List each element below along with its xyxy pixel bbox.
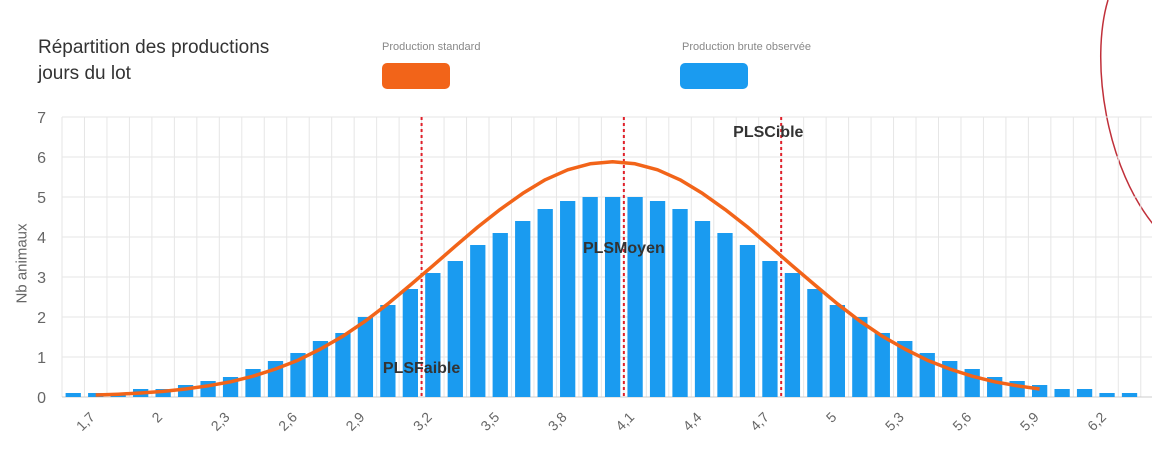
x-tick-label: 3,8 <box>545 409 570 434</box>
bar[interactable] <box>290 353 306 397</box>
bar[interactable] <box>717 233 733 397</box>
y-tick-label: 4 <box>37 230 46 247</box>
x-tick-label: 3,5 <box>477 409 502 434</box>
chart-title-line-1: Répartition des productions <box>38 37 270 58</box>
x-tick-label: 4,1 <box>612 409 637 434</box>
bar[interactable] <box>380 305 396 397</box>
bar[interactable] <box>537 209 553 397</box>
bar[interactable] <box>807 289 823 397</box>
legend-swatch-observed[interactable] <box>680 63 748 89</box>
x-tick-label: 4,4 <box>680 409 705 434</box>
x-tick-label: 5,9 <box>1017 409 1042 434</box>
bar[interactable] <box>335 333 351 397</box>
y-tick-label: 2 <box>37 310 46 327</box>
series-line-standard[interactable] <box>95 160 1040 397</box>
bar[interactable] <box>784 273 801 397</box>
decorative-circle-arc <box>1100 0 1152 224</box>
bar[interactable] <box>852 317 868 397</box>
x-tick-label: 2 <box>148 409 165 426</box>
legend-label-standard[interactable]: Production standard <box>382 41 481 53</box>
bar[interactable] <box>492 233 508 397</box>
bar[interactable] <box>1054 389 1070 397</box>
bar[interactable] <box>515 221 531 397</box>
bar[interactable] <box>694 221 711 397</box>
x-tick-label: 5 <box>823 409 840 426</box>
x-tick-label: 3,2 <box>410 409 435 434</box>
bar[interactable] <box>829 305 846 397</box>
legend-label-observed[interactable]: Production brute observée <box>682 41 812 53</box>
bar[interactable] <box>672 209 688 397</box>
bar[interactable] <box>1076 389 1093 397</box>
bar[interactable] <box>357 317 374 397</box>
bar[interactable] <box>312 341 329 397</box>
y-tick-label: 0 <box>37 390 46 407</box>
y-tick-label: 5 <box>37 190 46 207</box>
bar[interactable] <box>604 197 621 397</box>
legend-swatch-standard[interactable] <box>382 63 450 89</box>
bar[interactable] <box>919 353 935 397</box>
bar[interactable] <box>65 393 81 397</box>
bar[interactable] <box>447 261 463 397</box>
bar[interactable] <box>627 197 643 397</box>
x-tick-label: 6,2 <box>1084 409 1109 434</box>
bar[interactable] <box>425 273 441 397</box>
bar[interactable] <box>649 201 666 397</box>
bar[interactable] <box>762 261 778 397</box>
y-tick-label: 1 <box>37 350 46 367</box>
bar[interactable] <box>739 245 756 397</box>
x-tick-label: 5,6 <box>949 409 974 434</box>
bar[interactable] <box>1121 393 1138 397</box>
chart-title-line-2: jours du lot <box>38 63 131 84</box>
bar[interactable] <box>560 201 576 397</box>
bar[interactable] <box>1099 393 1115 397</box>
bar[interactable] <box>897 341 913 397</box>
bar[interactable] <box>402 289 418 397</box>
bar[interactable] <box>470 245 486 397</box>
x-tick-label: 2,9 <box>342 409 367 434</box>
reference-label: PLSFaible <box>383 360 460 377</box>
bar[interactable] <box>874 333 890 397</box>
reference-label: PLSCible <box>733 124 803 141</box>
x-tick-label: 2,3 <box>208 409 233 434</box>
y-tick-label: 3 <box>37 270 46 287</box>
reference-label: PLSMoyen <box>583 240 665 257</box>
y-tick-label: 7 <box>37 110 46 127</box>
x-tick-label: 2,6 <box>275 409 300 434</box>
x-tick-label: 1,7 <box>73 409 98 434</box>
y-tick-label: 6 <box>37 150 46 167</box>
x-tick-label: 4,7 <box>747 409 772 434</box>
x-tick-label: 5,3 <box>882 409 907 434</box>
bar[interactable] <box>582 197 598 397</box>
